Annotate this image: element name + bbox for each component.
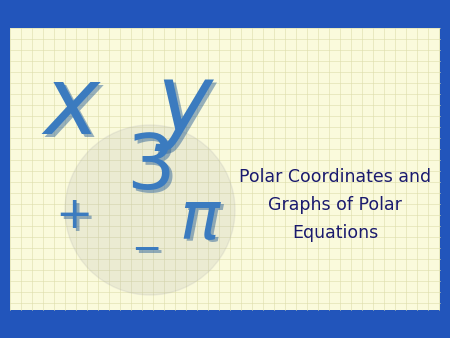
Text: $3$: $3$ <box>129 134 173 208</box>
Text: $+$: $+$ <box>58 196 92 240</box>
Circle shape <box>65 125 235 295</box>
Bar <box>10 28 440 310</box>
Bar <box>10 28 440 310</box>
Text: Polar Coordinates and
Graphs of Polar
Equations: Polar Coordinates and Graphs of Polar Eq… <box>239 168 431 242</box>
Text: $\pi$: $\pi$ <box>181 191 225 256</box>
Text: $\mathit{y}$: $\mathit{y}$ <box>158 66 219 156</box>
Text: $-$: $-$ <box>131 231 159 265</box>
Text: $\pi$: $\pi$ <box>179 188 221 252</box>
Text: $\mathit{x}$: $\mathit{x}$ <box>41 63 103 153</box>
Text: $\mathit{x}$: $\mathit{x}$ <box>45 66 106 156</box>
Text: $+$: $+$ <box>55 193 89 237</box>
Text: $\mathit{y}$: $\mathit{y}$ <box>154 63 216 153</box>
Text: $-$: $-$ <box>134 234 162 268</box>
Text: $3$: $3$ <box>126 131 170 205</box>
